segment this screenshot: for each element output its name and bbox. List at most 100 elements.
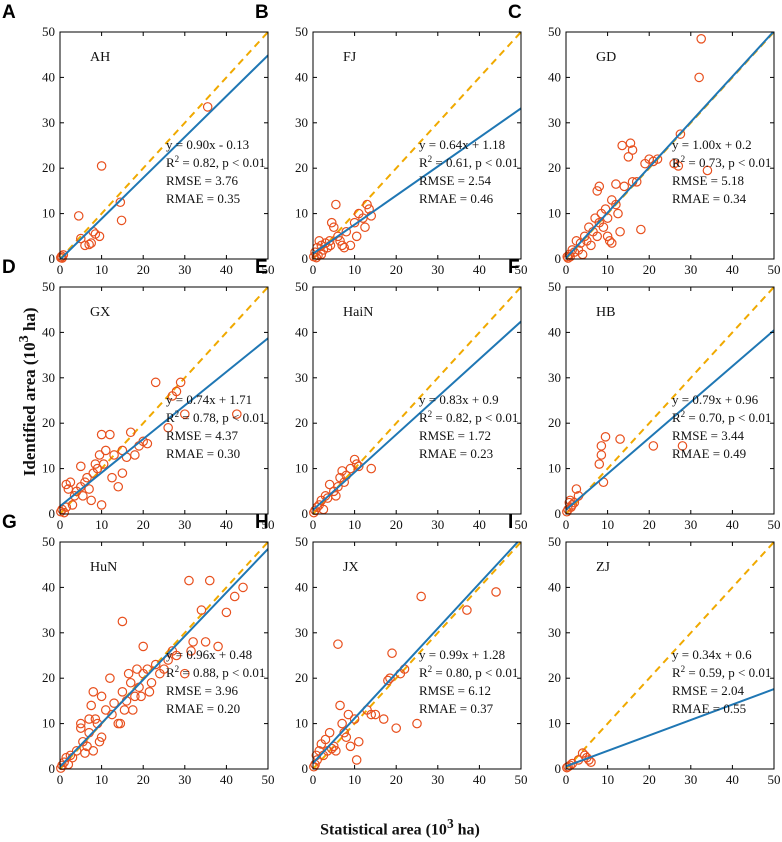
panel-letter: F — [508, 257, 520, 278]
y-tick-label: 10 — [42, 206, 55, 221]
y-tick-label: 0 — [49, 761, 56, 776]
data-point — [571, 484, 582, 494]
data-point — [696, 34, 706, 44]
data-point — [335, 236, 345, 246]
data-point — [702, 165, 713, 176]
data-point — [117, 468, 128, 478]
data-point — [351, 755, 362, 765]
x-tick-label: 50 — [262, 262, 275, 277]
data-point — [180, 409, 190, 419]
data-point — [366, 463, 377, 474]
x-tick-label: 0 — [310, 262, 317, 277]
data-point — [84, 484, 94, 494]
stats-line: RMSE = 1.72 — [419, 428, 491, 443]
y-tick-label: 40 — [548, 579, 561, 594]
data-point — [675, 129, 686, 139]
data-point — [86, 495, 96, 506]
y-tick-label: 30 — [295, 115, 308, 130]
y-axis-label-wrap: Identified area (103 ha) — [8, 0, 39, 842]
data-point — [353, 461, 364, 472]
x-tick-label: 50 — [262, 517, 275, 532]
y-tick-label: 50 — [295, 534, 308, 549]
data-point — [324, 236, 335, 246]
x-tick-label: 30 — [684, 517, 697, 532]
data-point — [130, 691, 140, 702]
data-point — [125, 677, 136, 688]
data-point — [416, 591, 426, 602]
data-point — [337, 718, 347, 729]
reference-line — [313, 287, 521, 514]
reference-line — [566, 542, 774, 769]
stats-line: RMAE = 0.46 — [419, 191, 494, 206]
x-axis-label: Statistical area (103 ha) — [270, 816, 530, 839]
stats-line: RMSE = 3.96 — [166, 683, 238, 698]
data-point — [575, 238, 586, 248]
x-tick-label: 20 — [137, 772, 150, 787]
x-tick-label: 30 — [178, 772, 191, 787]
fit-line — [60, 54, 268, 259]
data-point — [136, 691, 146, 702]
data-point — [80, 240, 90, 251]
panel-c: 00 10 10 20 20 30 30 40 40 50 50 C GD y = 1.00x + 0.2… — [508, 2, 781, 277]
data-point — [123, 668, 134, 679]
y-tick-label: 10 — [548, 716, 561, 731]
data-point — [94, 231, 105, 242]
x-tick-label: 0 — [310, 772, 317, 787]
x-tick-label: 40 — [473, 262, 486, 277]
x-tick-label: 30 — [684, 772, 697, 787]
data-point — [142, 664, 153, 674]
x-tick-label: 50 — [768, 262, 781, 277]
data-point — [615, 226, 625, 237]
data-point — [360, 222, 370, 233]
fit-line — [313, 320, 521, 511]
x-tick-label: 50 — [262, 772, 275, 787]
reference-line — [60, 287, 268, 514]
x-tick-label: 30 — [178, 517, 191, 532]
stats-rest: = 0.78, p < 0.01 — [179, 410, 265, 425]
stats-r: R — [166, 410, 175, 425]
y-tick-label: 10 — [42, 716, 55, 731]
data-point — [146, 677, 157, 688]
data-point — [82, 741, 92, 752]
stats-line: RMSE = 6.12 — [419, 683, 491, 698]
panel-letter: A — [2, 2, 16, 23]
data-point — [335, 700, 345, 711]
plot-frame — [59, 286, 269, 515]
y-tick-label: 0 — [555, 506, 562, 521]
data-point — [333, 639, 343, 649]
stats-line: RMSE = 4.37 — [166, 428, 238, 443]
data-point — [594, 181, 605, 192]
data-point — [202, 102, 213, 112]
stats-line: R2 = 0.80, p < 0.01 — [419, 664, 518, 680]
y-tick-label: 30 — [42, 625, 55, 640]
plot-frame — [565, 541, 775, 770]
data-point — [586, 240, 596, 251]
data-point — [76, 461, 86, 472]
panel-letter: H — [255, 512, 269, 533]
data-point — [73, 211, 84, 221]
stats-rest: = 0.73, p < 0.01 — [685, 155, 771, 170]
data-point — [331, 491, 341, 501]
stats-line: RMSE = 3.76 — [166, 173, 238, 188]
fit-line — [60, 548, 268, 768]
data-point — [333, 481, 343, 492]
data-point — [311, 252, 322, 263]
x-tick-label: 50 — [768, 517, 781, 532]
x-tick-label: 10 — [95, 517, 108, 532]
x-tick-label: 20 — [390, 517, 403, 532]
data-point — [221, 607, 232, 618]
stats-r: R — [166, 665, 175, 680]
x-tick-label: 0 — [563, 517, 570, 532]
data-point — [184, 575, 194, 586]
y-axis-label-sup: 3 — [16, 335, 33, 343]
data-point — [351, 459, 362, 469]
stats-line: y = 0.79x + 0.96 — [672, 392, 759, 407]
stats-line: R2 = 0.73, p < 0.01 — [672, 154, 771, 170]
stats-line: y = 0.34x + 0.6 — [672, 647, 752, 662]
x-tick-label: 20 — [390, 262, 403, 277]
data-point — [78, 491, 88, 501]
